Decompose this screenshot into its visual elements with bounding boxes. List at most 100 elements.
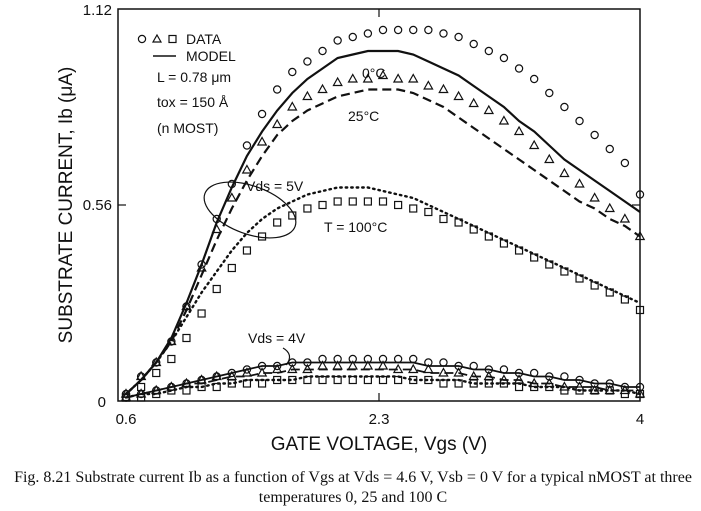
- series-vds5-t0-data-point: [529, 74, 539, 84]
- series-vds5-t100-data-point: [212, 284, 221, 294]
- series-vds5-t25-data-point: [559, 167, 570, 178]
- series-vds5-t0-data-point: [590, 130, 599, 140]
- series-vds5-t0-data-point: [605, 144, 614, 154]
- legend-model-label: MODEL: [186, 48, 236, 64]
- series-vds5-t25-data-point: [528, 139, 540, 150]
- series-vds5-t0-data-point: [620, 158, 630, 168]
- series-vds5-t25-data-point: [317, 83, 328, 94]
- figure-caption: Fig. 8.21 Substrate current Ib as a func…: [8, 468, 698, 508]
- series-vds5-t0-data-point: [288, 67, 297, 77]
- series-vds4-t0-model-line: [125, 361, 640, 399]
- series-vds5-t25-data-point: [544, 153, 555, 164]
- series-vds5-t100-data-point: [227, 263, 236, 273]
- legend-square-marker: [168, 34, 177, 44]
- series-vds5-t100-data-point: [439, 214, 448, 224]
- series-vds4-t100-data-points: [121, 375, 645, 402]
- series-vds5-t25-data-point: [498, 115, 510, 125]
- series-vds5-t0-data-point: [409, 25, 418, 35]
- series-vds5-t0-data-point: [333, 36, 342, 45]
- legend-circle-marker: [137, 34, 147, 44]
- series-vds5-t100-data-point: [318, 200, 327, 210]
- series-vds5-t100-data-point: [273, 218, 282, 227]
- series-vds5-t0-data-point: [454, 32, 463, 42]
- series-vds5-t100-data-point: [348, 197, 357, 206]
- series-vds5-t25-data-point: [574, 178, 585, 188]
- series-vds5-t0-data-point: [545, 88, 554, 98]
- series-vds5-t25-data-point: [392, 73, 404, 83]
- label-vds-5v: Vds = 5V: [246, 178, 304, 194]
- series-vds5-t0-data-point: [197, 260, 206, 269]
- series-vds5-t0-data-points: [121, 25, 645, 399]
- series-vds5-t25-data-point: [302, 90, 313, 101]
- series-vds5-t100-data-point: [363, 197, 372, 206]
- series-vds5-t0-model-line: [125, 49, 641, 395]
- series-vds5-t0-data-point: [378, 25, 388, 35]
- series-vds5-t25-data-point: [271, 118, 283, 129]
- series-vds5-t100-data-point: [499, 239, 509, 248]
- series-vds5-t25-data-point: [513, 125, 525, 136]
- series-vds5-t0-data-point: [257, 109, 267, 119]
- series-vds5-t25-data-point: [347, 73, 358, 83]
- caption-text: Substrate current Ib as a function of Vg…: [75, 469, 692, 506]
- series-vds5-t0-data-point: [424, 25, 433, 35]
- series-vds5-t25-model-group: [125, 88, 641, 395]
- series-vds5-t100-data-point: [378, 197, 388, 206]
- series-vds5-t25-data-point: [453, 90, 464, 101]
- series-vds5-t100-data-point: [469, 225, 478, 234]
- series-layer: [120, 25, 646, 402]
- series-vds5-t100-data-point: [242, 246, 252, 255]
- substrate-current-chart: 1.12 0.56 0 0.6 2.3 4 GATE VOLTAGE, Vgs …: [56, 2, 646, 455]
- series-vds5-t0-data-point: [363, 29, 373, 38]
- series-vds5-t25-data-point: [468, 97, 479, 108]
- series-vds4-t0-data-point: [439, 358, 448, 367]
- series-vds5-t0-data-point: [484, 46, 494, 56]
- series-vds5-t0-data-point: [499, 53, 509, 63]
- series-vds5-t100-data-point: [484, 232, 493, 241]
- series-vds5-t0-data-point: [439, 29, 448, 38]
- series-vds4-t0-data-point: [409, 354, 418, 364]
- vds5-group-ellipse: [203, 181, 297, 239]
- legend-param-oxide: tox = 150 Å: [157, 94, 229, 110]
- series-vds5-t100-data-point: [394, 200, 403, 210]
- series-vds4-t100-model-line: [124, 375, 642, 399]
- series-vds5-t100-data-point: [197, 309, 206, 318]
- series-vds5-t0-data-point: [560, 102, 569, 112]
- series-vds4-t25-data-point: [423, 363, 434, 374]
- series-vds5-t0-model-group: [125, 49, 641, 395]
- series-vds5-t25-data-point: [332, 76, 343, 87]
- series-vds5-t25-data-point: [438, 83, 449, 94]
- series-vds5-t25-data-point: [483, 104, 495, 115]
- legend-param-length: L = 0.78 μm: [157, 69, 231, 85]
- y-tick-label-top: 1.12: [83, 2, 112, 19]
- series-vds5-t100-data-point: [424, 207, 433, 217]
- series-vds5-t100-data-point: [303, 204, 312, 213]
- series-vds5-t100-data-point: [545, 260, 554, 269]
- series-vds5-t100-data-point: [167, 354, 176, 364]
- series-vds5-t25-data-point: [619, 213, 631, 223]
- series-vds5-t0-data-point: [303, 57, 312, 66]
- series-vds5-t100-model-group: [124, 186, 642, 396]
- legend-data-label: DATA: [186, 31, 222, 47]
- series-vds5-t0-data-point: [348, 32, 357, 42]
- series-vds4-t25-model-group: [125, 368, 640, 399]
- series-vds5-t100-data-point: [152, 368, 161, 378]
- series-vds5-t0-data-point: [575, 116, 584, 126]
- series-vds5-t0-data-point: [272, 85, 282, 94]
- series-vds5-t25-data-point: [377, 69, 389, 80]
- caption-figure-label: Fig. 8.21: [14, 469, 72, 486]
- series-vds5-t0-data-point: [318, 46, 327, 56]
- series-vds5-t25-data-point: [362, 73, 374, 83]
- series-vds5-t100-data-point: [182, 333, 191, 343]
- series-vds5-t0-data-point: [635, 190, 645, 199]
- series-vds5-t25-data-point: [604, 202, 615, 213]
- series-vds5-t25-data-point: [423, 80, 434, 90]
- legend-param-device: (n MOST): [157, 120, 218, 136]
- label-0c: 0°C: [362, 65, 386, 81]
- x-axis-title: GATE VOLTAGE, Vgs (V): [271, 434, 487, 455]
- x-tick-label-left: 0.6: [116, 411, 137, 428]
- series-vds4-t0-model-group: [125, 361, 640, 399]
- series-vds4-t25-model-line: [125, 368, 640, 399]
- y-axis-title: SUBSTRATE CURRENT, Ib (μA): [56, 67, 77, 344]
- series-vds4-t100-model-group: [124, 375, 642, 399]
- series-vds4-t25-data-point: [241, 367, 253, 377]
